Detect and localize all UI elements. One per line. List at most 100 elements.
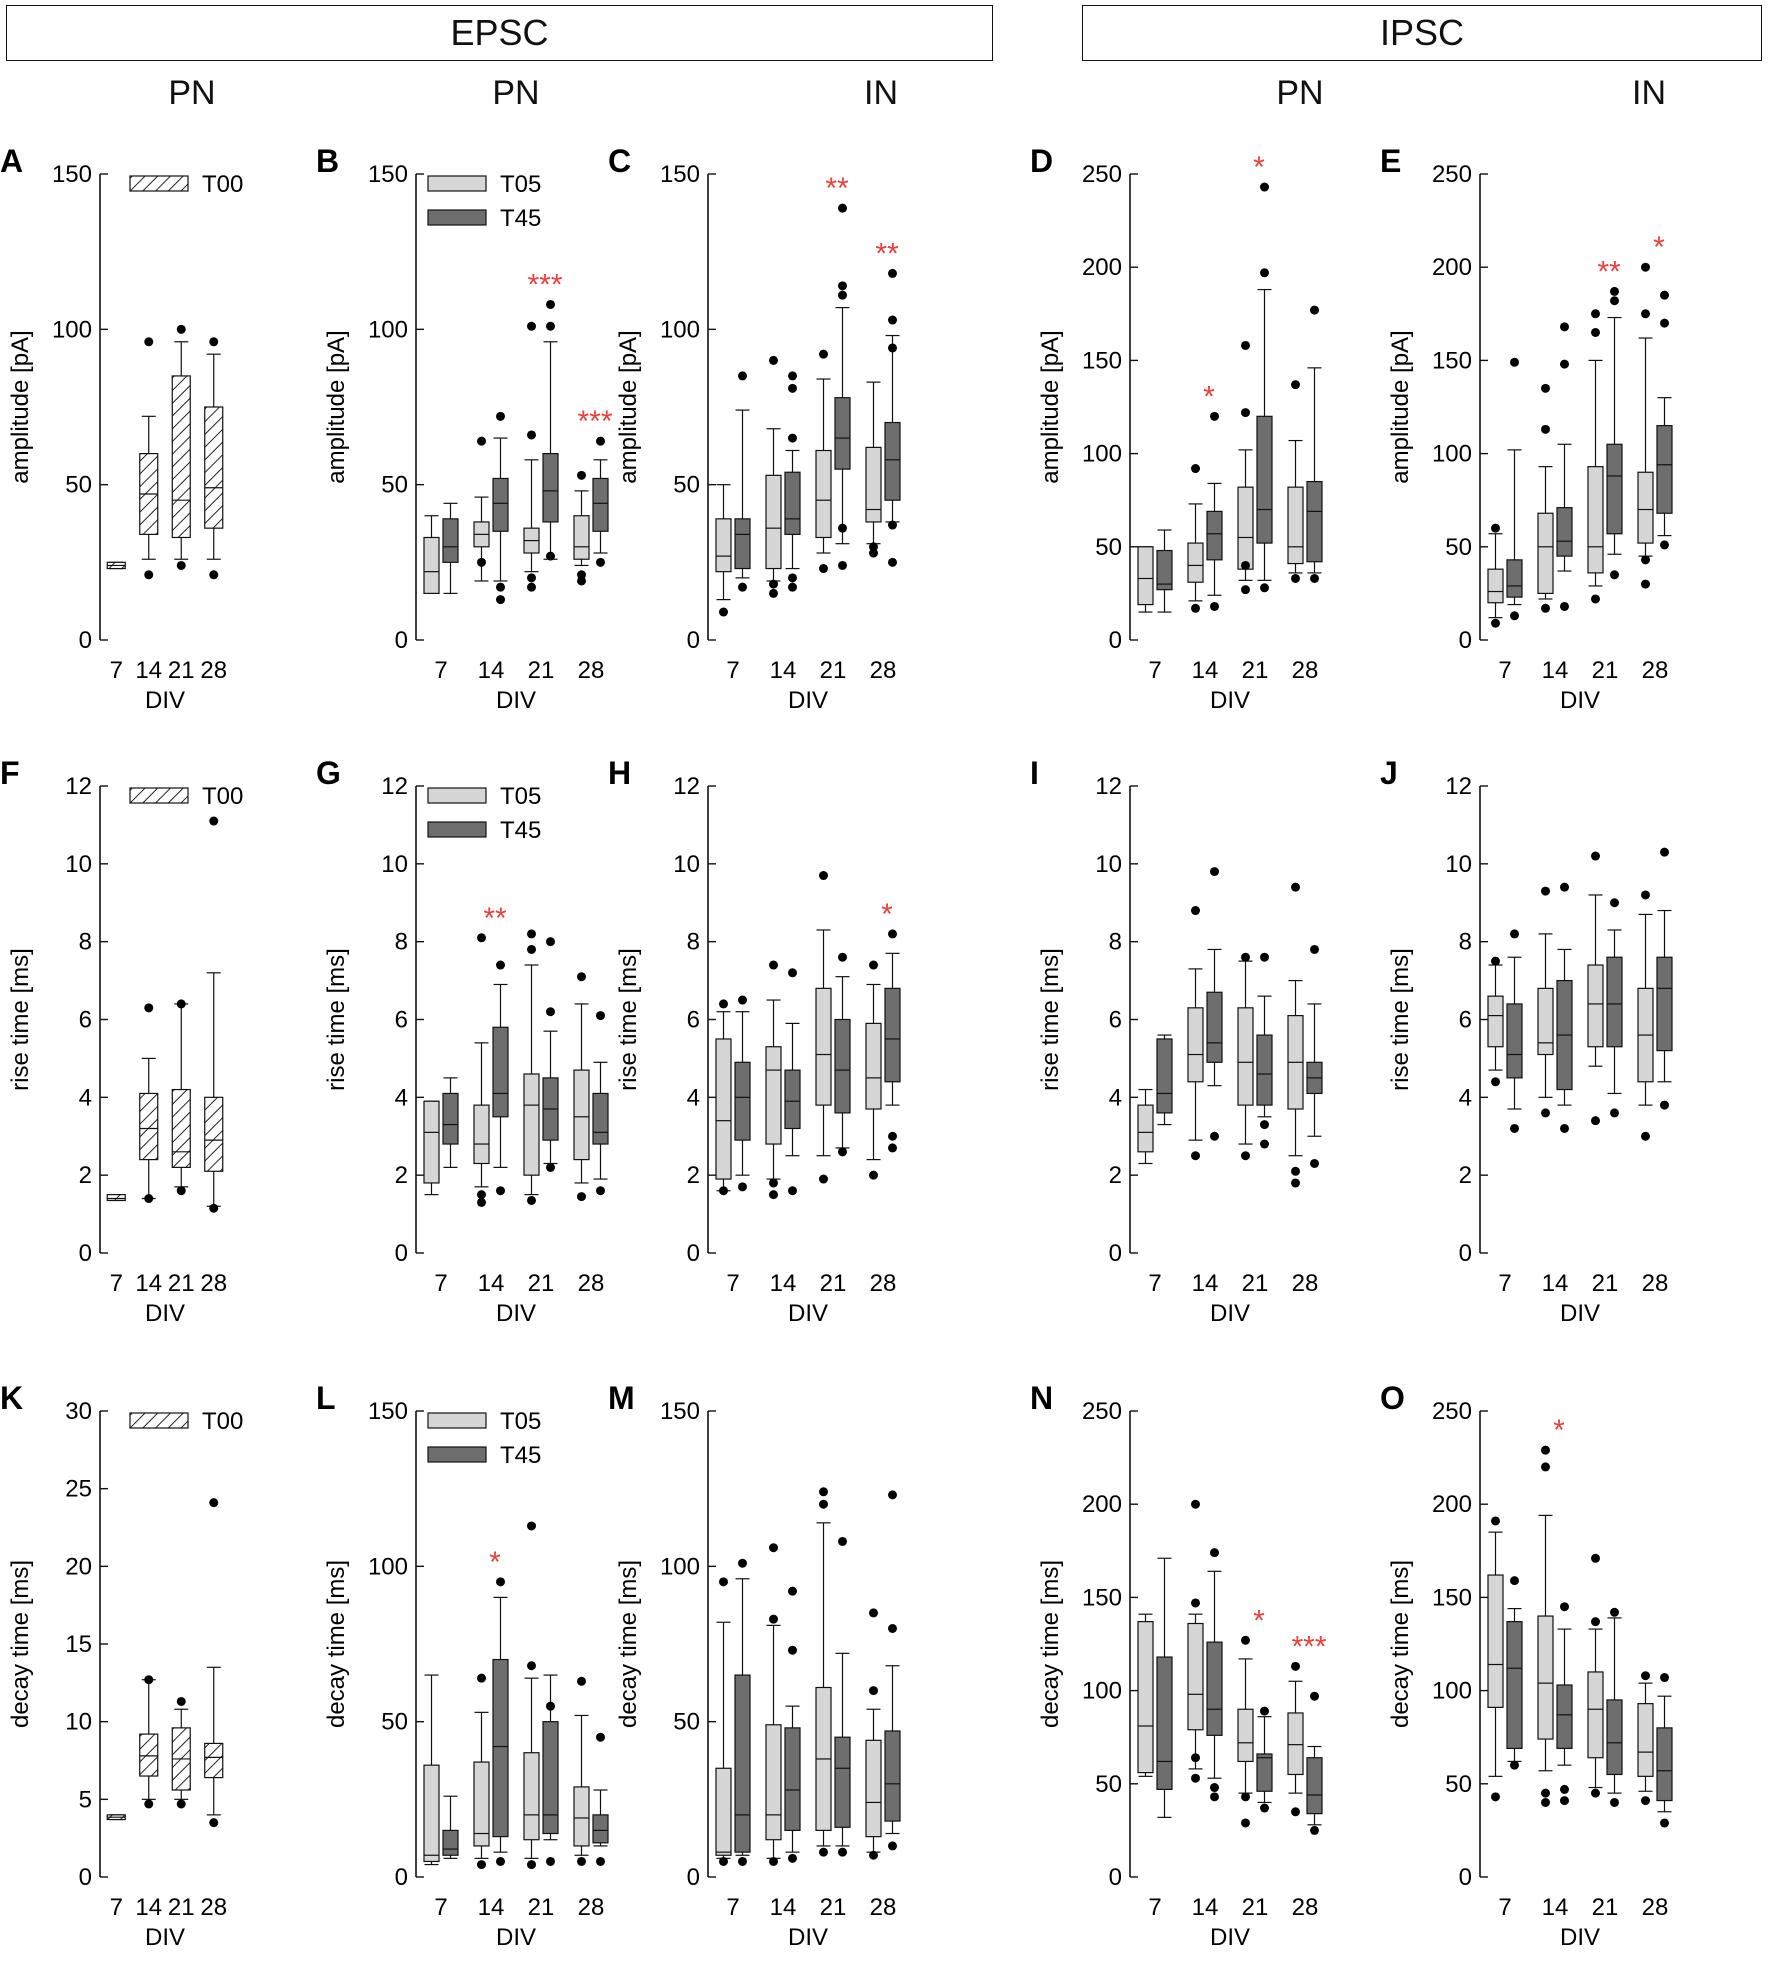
outlier-point (209, 570, 219, 580)
x-axis-title: DIV (1560, 687, 1600, 714)
x-tick-label: 7 (434, 1894, 447, 1921)
outlier-point (769, 1614, 778, 1624)
column-header-ipsc-pn: PN (1276, 74, 1324, 112)
y-tick-label: 8 (1109, 929, 1122, 956)
y-tick-label: 25 (65, 1476, 92, 1503)
box-t45-28 (1306, 305, 1323, 583)
y-tick-label: 6 (1109, 1007, 1122, 1034)
y-tick-label: 150 (1432, 1584, 1472, 1611)
box-t45-21 (542, 937, 559, 1172)
x-tick-label: 28 (1292, 657, 1319, 684)
box-t00-7 (106, 1194, 126, 1202)
iqr-box (1306, 480, 1323, 563)
box-t45-14 (1206, 1548, 1223, 1802)
iqr-box (106, 1194, 126, 1202)
box-t05-14 (1187, 1499, 1204, 1783)
outlier-point (1241, 1792, 1250, 1802)
iqr-box (1287, 486, 1304, 565)
iqr-box (442, 1092, 459, 1145)
y-axis-title: rise time [ms] (615, 948, 642, 1091)
x-axis-title: DIV (788, 687, 828, 714)
outlier-point (1510, 1123, 1519, 1133)
y-axis-title: amplitude [pA] (7, 330, 34, 483)
iqr-box (1187, 542, 1204, 583)
outlier-point (1260, 1706, 1269, 1716)
outlier-point (1310, 573, 1319, 583)
box-t05-7 (1487, 523, 1504, 628)
box-t45-14 (492, 1577, 509, 1866)
box-t45-28 (1306, 944, 1323, 1168)
y-axis-title: rise time [ms] (7, 948, 34, 1091)
outlier-point (1210, 867, 1219, 877)
outlier-point (869, 1686, 878, 1696)
y-axis-title: decay time [ms] (1387, 1560, 1414, 1728)
outlier-point (546, 321, 555, 331)
x-tick-label: 21 (168, 1270, 195, 1297)
x-axis-title: DIV (1210, 687, 1250, 714)
y-tick-label: 100 (660, 316, 700, 343)
box-t05-21 (1237, 952, 1254, 1161)
outlier-point (1560, 359, 1569, 369)
outlier-point (738, 1856, 747, 1866)
outlier-point (527, 321, 536, 331)
box-t05-21 (815, 871, 832, 1184)
column-header-ipsc-in: IN (1632, 74, 1666, 112)
significance-marker: * (881, 898, 893, 931)
outlier-point (838, 1847, 847, 1857)
y-tick-label: 8 (687, 929, 700, 956)
outlier-point (819, 1487, 828, 1497)
outlier-point (1660, 1673, 1669, 1683)
outlier-point (769, 588, 778, 598)
outlier-point (888, 268, 897, 278)
panel-letter: D (1030, 143, 1053, 179)
outlier-point (1660, 318, 1669, 328)
outlier-point (888, 557, 897, 567)
chart-panel-b: B 0 50 100 150 amplitude [pA] 7 14 21 *** 28 *** DIV… (316, 143, 613, 714)
x-tick-label: 28 (200, 657, 227, 684)
box-t05-21 (1587, 309, 1604, 604)
y-tick-label: 12 (1445, 773, 1472, 800)
x-tick-label: 21 (1242, 1894, 1269, 1921)
box-t45-21 (1256, 952, 1273, 1149)
box-t45-14 (492, 960, 509, 1196)
box-t45-7 (1506, 357, 1523, 621)
y-tick-label: 0 (687, 1240, 700, 1267)
outlier-point (788, 383, 797, 393)
outlier-point (1510, 1576, 1519, 1586)
column-header-epsc-pn-2: PN (492, 74, 540, 112)
outlier-point (1591, 851, 1600, 861)
y-tick-label: 2 (1459, 1162, 1472, 1189)
x-axis-title: DIV (788, 1924, 828, 1951)
x-tick-label: 7 (726, 1270, 739, 1297)
outlier-point (838, 290, 847, 300)
box-t00-21 (171, 1696, 191, 1809)
outlier-point (176, 1696, 186, 1706)
iqr-box (1556, 507, 1573, 557)
outlier-point (1191, 1499, 1200, 1509)
box-t05-14 (765, 355, 782, 598)
outlier-point (1560, 1784, 1569, 1794)
iqr-box (1256, 1753, 1273, 1792)
iqr-box (834, 1736, 851, 1828)
iqr-box (715, 518, 732, 573)
box-t45-14 (1556, 322, 1573, 611)
box-t05-7 (715, 999, 732, 1196)
y-tick-label: 2 (79, 1162, 92, 1189)
x-tick-label: 14 (1192, 657, 1219, 684)
box-t00-21 (171, 324, 191, 570)
outlier-point (719, 999, 728, 1009)
box-t45-21 (1256, 182, 1273, 593)
x-tick-label: 7 (726, 657, 739, 684)
outlier-point (838, 952, 847, 962)
box-t00-7 (106, 561, 126, 570)
outlier-point (1660, 540, 1669, 550)
outlier-point (527, 573, 536, 583)
y-tick-label: 100 (368, 316, 408, 343)
outlier-point (869, 1850, 878, 1860)
legend-swatch (427, 1412, 487, 1429)
box-t45-7 (1156, 529, 1173, 613)
x-axis-title: DIV (1560, 1300, 1600, 1327)
iqr-box (1156, 549, 1173, 591)
outlier-point (209, 1498, 219, 1508)
outlier-point (1241, 560, 1250, 570)
